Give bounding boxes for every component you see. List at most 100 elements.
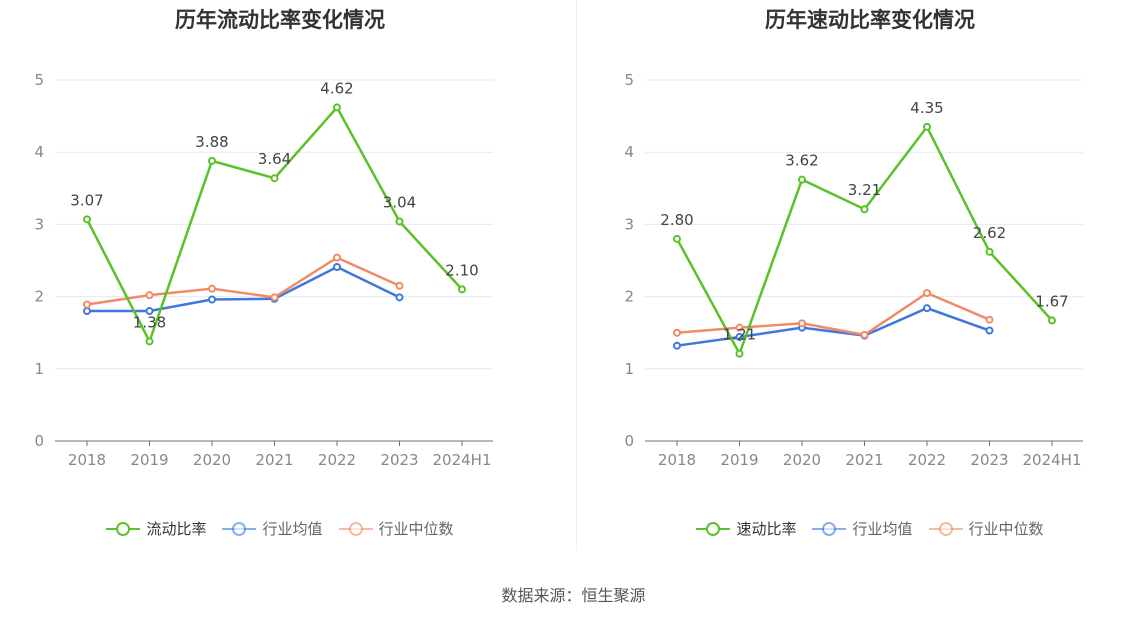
data-point (985, 315, 994, 324)
x-tick-label: 2022 (318, 451, 356, 469)
y-tick-label: 4 (624, 143, 634, 161)
data-point (673, 328, 681, 337)
data-label: 3.07 (70, 191, 103, 209)
data-label: 2.10 (445, 261, 478, 279)
data-label: 1.21 (723, 326, 756, 344)
y-tick-label: 0 (34, 432, 44, 450)
legend-label: 行业均值 (262, 520, 323, 538)
data-point (798, 319, 806, 328)
data-point (333, 103, 341, 112)
data-label: 2.80 (660, 211, 693, 229)
data-point (923, 288, 931, 297)
data-point (83, 300, 91, 309)
data-point (333, 253, 341, 262)
data-point (333, 262, 341, 271)
data-point (673, 234, 681, 243)
x-tick-label: 2018 (658, 451, 696, 469)
data-point (145, 337, 154, 346)
legend-item[interactable]: 行业均值 (812, 518, 913, 539)
data-point (458, 285, 466, 294)
x-tick-label: 2024H1 (1023, 451, 1082, 469)
legend-label: 行业中位数 (968, 520, 1044, 538)
legend-item[interactable]: 行业中位数 (928, 518, 1044, 539)
x-tick-label: 2020 (783, 451, 821, 469)
y-tick-label: 2 (34, 288, 44, 306)
y-tick-label: 5 (624, 71, 634, 89)
data-point (985, 247, 994, 256)
data-point (145, 307, 154, 316)
data-point (798, 175, 806, 184)
legend-ring (116, 521, 131, 536)
legend-label: 流动比率 (146, 520, 207, 538)
panel-divider (576, 0, 577, 550)
data-point (923, 304, 931, 313)
data-point (673, 341, 681, 350)
x-tick-label: 2021 (845, 451, 883, 469)
data-point (270, 174, 279, 183)
series-line (676, 291, 990, 337)
y-tick-label: 0 (624, 432, 634, 450)
data-point (1048, 316, 1056, 325)
y-tick-label: 1 (34, 360, 44, 378)
y-tick-label: 4 (34, 143, 44, 161)
legend-label: 速动比率 (736, 520, 797, 538)
data-point (208, 284, 216, 293)
data-point (208, 295, 216, 304)
series-line (86, 256, 401, 306)
chart-title: 历年流动比率变化情况 (175, 8, 385, 32)
data-label: 1.67 (1035, 292, 1068, 310)
data-point (735, 333, 744, 342)
legend-item[interactable]: 流动比率 (106, 518, 206, 539)
legend-item[interactable]: 速动比率 (696, 518, 796, 539)
data-point (860, 205, 869, 214)
data-point (735, 323, 744, 332)
x-tick-label: 2018 (68, 451, 106, 469)
legend-ring (348, 521, 363, 536)
data-label: 3.21 (848, 181, 881, 199)
x-tick-label: 2019 (130, 451, 168, 469)
legend-swatch-icon (696, 521, 731, 537)
series-line (676, 306, 990, 347)
legend-item[interactable]: 行业均值 (222, 518, 323, 539)
legend-swatch-icon (928, 521, 963, 537)
data-point (208, 156, 216, 165)
data-label: 1.38 (133, 313, 166, 331)
y-tick-label: 1 (624, 360, 634, 378)
data-source-note: 数据来源：恒生聚源 (501, 586, 646, 605)
data-point (270, 293, 279, 302)
legend-ring (938, 521, 953, 536)
x-tick-label: 2021 (255, 451, 293, 469)
x-tick-label: 2020 (193, 451, 231, 469)
y-tick-label: 3 (624, 215, 634, 233)
data-point (985, 326, 994, 335)
data-label: 2.62 (973, 224, 1006, 242)
legend-swatch-icon (222, 521, 257, 537)
y-tick-label: 5 (34, 71, 44, 89)
data-point (395, 293, 404, 302)
data-point (923, 122, 931, 131)
data-label: 4.35 (910, 99, 943, 117)
x-tick-label: 2023 (380, 451, 418, 469)
legend-swatch-icon (812, 521, 847, 537)
data-label: 3.88 (195, 133, 228, 151)
chart-title: 历年速动比率变化情况 (765, 8, 975, 32)
current-ratio-chart: 0 1 2 3 4 5 2018 2019 2020 2021 2022 2023 2024H1 3.07… (34, 71, 493, 469)
chart-legend: 速动比率 行业均值 行业中位数 (590, 518, 1147, 539)
y-tick-label: 3 (34, 215, 44, 233)
legend-ring (232, 521, 247, 536)
legend-label: 行业中位数 (378, 520, 454, 538)
x-tick-label: 2023 (970, 451, 1008, 469)
legend-item[interactable]: 行业中位数 (338, 518, 454, 539)
data-point (395, 281, 404, 290)
quick-ratio-chart: 0 1 2 3 4 5 2018 2019 2020 2021 2022 2023 2024H1 2.80… (624, 71, 1083, 469)
legend-swatch-icon (106, 521, 141, 537)
x-tick-label: 2024H1 (433, 451, 492, 469)
data-point (83, 307, 91, 316)
data-label: 4.62 (320, 79, 353, 97)
y-tick-label: 2 (624, 288, 634, 306)
legend-swatch-icon (338, 521, 373, 537)
series-line (87, 265, 401, 313)
current-ratio-chart-panel: 历年流动比率变化情况 0 1 2 3 4 5 2018 2019 2020 2021 2022 202… (0, 0, 570, 560)
data-label: 3.64 (258, 150, 291, 168)
legend-label: 行业均值 (852, 520, 913, 538)
